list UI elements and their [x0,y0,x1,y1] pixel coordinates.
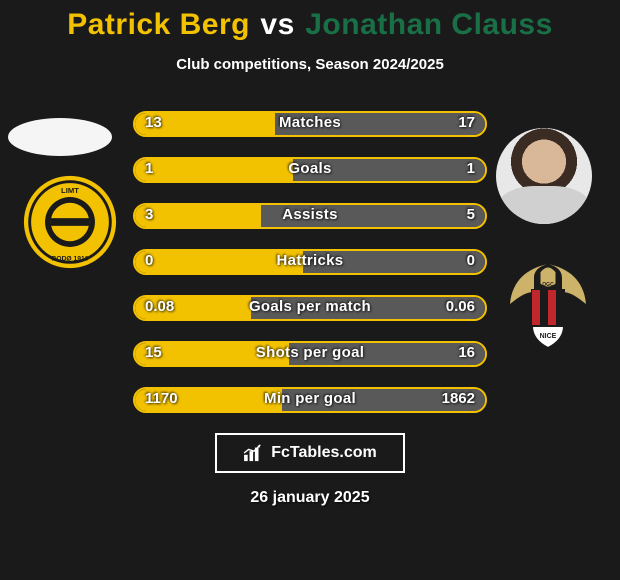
svg-text:LIMT: LIMT [61,186,79,195]
stat-bar: Matches13 17 [133,111,487,137]
stat-bar-label: Matches [135,114,485,131]
watermark-text: FcTables.com [271,444,377,462]
svg-text:OGC: OGC [542,282,554,288]
stat-bar-label: Hattricks [135,252,485,269]
date: 26 january 2025 [0,489,620,507]
stat-bars: Matches13 17 Goals1 1 Assists3 5 Hattricks0 0 Go… [133,111,487,413]
stat-bar: Goals per match0.08 0.06 [133,295,487,321]
player1-name: Patrick Berg [67,8,250,41]
vs-word: vs [260,8,294,41]
stat-bar-left-value: 15 [145,344,162,361]
stat-bar-right-value: 0 [467,252,475,269]
player2-avatar [496,128,592,224]
stat-bar-left-value: 0.08 [145,298,174,315]
stat-bar-right-value: 16 [458,344,475,361]
stat-bar-label: Min per goal [135,390,485,407]
stat-bar: Shots per goal15 16 [133,341,487,367]
stat-bar-right-value: 17 [458,114,475,131]
stat-bar-label: Shots per goal [135,344,485,361]
stat-bar-left-value: 1 [145,160,153,177]
subtitle: Club competitions, Season 2024/2025 [0,56,620,73]
watermark: FcTables.com [215,433,405,473]
svg-text:BODØ 1916: BODØ 1916 [52,255,89,262]
stat-bar-left-value: 3 [145,206,153,223]
stat-bar-left-value: 13 [145,114,162,131]
stat-bar-left-value: 1170 [145,390,178,407]
stat-bar-right-value: 0.06 [446,298,475,315]
stat-bar: Assists3 5 [133,203,487,229]
player2-name: Jonathan Clauss [305,8,553,41]
stat-bar-label: Goals per match [135,298,485,315]
stat-bar-right-value: 1 [467,160,475,177]
player1-avatar [8,118,112,156]
player1-club-crest: LIMT BODØ 1916 [22,174,118,270]
stat-bar: Goals1 1 [133,157,487,183]
stat-bar: Min per goal1170 1862 [133,387,487,413]
stat-bar-label: Goals [135,160,485,177]
stat-bar-label: Assists [135,206,485,223]
stat-bar-right-value: 5 [467,206,475,223]
stat-bar-left-value: 0 [145,252,153,269]
stat-bar: Hattricks0 0 [133,249,487,275]
player2-club-crest: OGC NICE [498,256,598,356]
svg-text:NICE: NICE [540,333,557,340]
stat-bar-right-value: 1862 [442,390,475,407]
comparison-title: Patrick Berg vs Jonathan Clauss [0,0,620,42]
chart-icon [243,444,265,462]
